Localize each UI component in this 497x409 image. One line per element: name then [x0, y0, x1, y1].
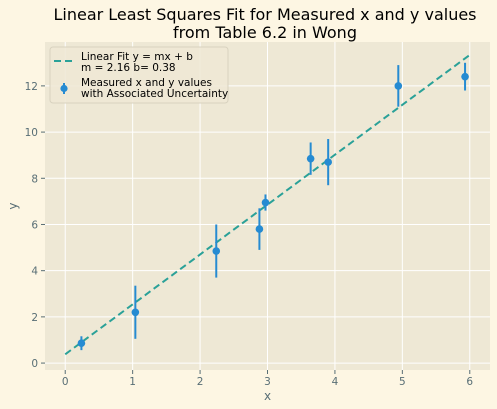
- data-point: [306, 154, 315, 163]
- x-tick-label: 5: [399, 376, 406, 388]
- data-point: [255, 225, 264, 233]
- legend-label-measured: Measured x and y values: [81, 77, 212, 89]
- y-tick-label: 0: [31, 358, 38, 370]
- data-point: [324, 158, 332, 166]
- chart-title-line: from Table 6.2 in Wong: [173, 23, 357, 42]
- fit-line: [64, 54, 471, 356]
- chart-title-line: Linear Least Squares Fit for Measured x …: [53, 5, 476, 24]
- x-tick-label: 6: [466, 376, 473, 388]
- legend-label-fit: m = 2.16 b= 0.38: [81, 62, 176, 74]
- legend-label-measured: with Associated Uncertainty: [81, 88, 228, 100]
- y-tick-label: 2: [31, 312, 38, 324]
- x-tick-label: 2: [197, 376, 204, 388]
- x-axis-label: x: [264, 389, 271, 403]
- data-point: [261, 198, 270, 207]
- chart-title: Linear Least Squares Fit for Measured x …: [53, 5, 476, 42]
- legend-label-fit: Linear Fit y = mx + b: [81, 51, 193, 63]
- y-tick-label: 10: [25, 127, 38, 139]
- y-axis-ticks: 0 2 4 6 8 10 12: [25, 81, 45, 370]
- y-tick-label: 4: [31, 266, 38, 278]
- x-tick-label: 0: [62, 376, 69, 388]
- legend: Linear Fit y = mx + b m = 2.16 b= 0.38 Me…: [49, 46, 229, 104]
- x-axis-ticks: 0 1 2 3 4 5 6: [62, 370, 473, 388]
- legend-point-swatch: [60, 84, 68, 93]
- x-tick-label: 3: [264, 376, 271, 388]
- y-axis-label: y: [6, 202, 20, 209]
- x-tick-label: 4: [332, 376, 339, 388]
- data-point: [131, 308, 140, 317]
- series-layer: [64, 54, 471, 356]
- x-tick-label: 1: [129, 376, 136, 388]
- legend-box: [49, 46, 229, 104]
- data-point: [77, 339, 86, 348]
- data-point: [461, 72, 469, 81]
- y-tick-label: 6: [31, 219, 38, 231]
- grid: [45, 42, 490, 370]
- data-point: [394, 82, 403, 90]
- y-tick-label: 12: [25, 81, 38, 93]
- data-point: [212, 247, 221, 255]
- y-tick-label: 8: [31, 173, 38, 185]
